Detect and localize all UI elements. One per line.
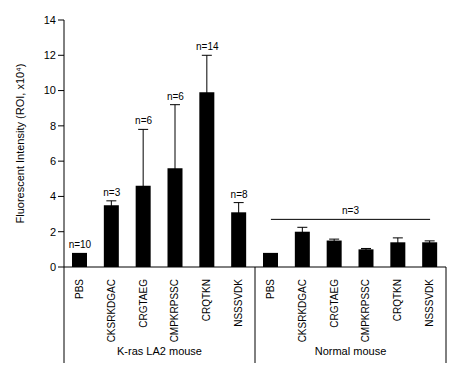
svg-text:K-ras LA2 mouse: K-ras LA2 mouse	[117, 345, 202, 357]
svg-text:CRQTKN: CRQTKN	[201, 279, 212, 321]
svg-text:n=14: n=14	[196, 41, 219, 52]
svg-text:10: 10	[44, 84, 56, 96]
svg-text:CRGTAEG: CRGTAEG	[329, 279, 340, 328]
svg-text:CMPKRPSSC: CMPKRPSSC	[169, 279, 180, 342]
svg-text:12: 12	[44, 49, 56, 61]
svg-text:14: 14	[44, 14, 56, 26]
svg-text:n=3: n=3	[103, 187, 120, 198]
svg-text:CMPKRPSSC: CMPKRPSSC	[360, 279, 371, 342]
svg-text:CKSRKDGAC: CKSRKDGAC	[297, 279, 308, 342]
svg-text:n=8: n=8	[231, 189, 248, 200]
svg-text:PBS: PBS	[74, 279, 85, 299]
svg-text:2: 2	[50, 226, 56, 238]
svg-text:NSSSVDK: NSSSVDK	[424, 279, 435, 327]
svg-text:8: 8	[50, 120, 56, 132]
svg-text:Normal mouse: Normal mouse	[315, 345, 387, 357]
svg-text:NSSSVDK: NSSSVDK	[233, 279, 244, 327]
svg-text:n=6: n=6	[167, 91, 184, 102]
svg-text:PBS: PBS	[265, 279, 276, 299]
svg-text:n=6: n=6	[135, 115, 152, 126]
svg-text:Fluorescent Intensity (ROI, x1: Fluorescent Intensity (ROI, x10⁴)	[14, 63, 26, 223]
svg-text:6: 6	[50, 155, 56, 167]
svg-text:CKSRKDGAC: CKSRKDGAC	[106, 279, 117, 342]
svg-text:n=3: n=3	[342, 205, 359, 216]
svg-text:0: 0	[50, 261, 56, 273]
svg-text:n=10: n=10	[69, 239, 92, 250]
svg-text:CRQTKN: CRQTKN	[392, 279, 403, 321]
svg-text:4: 4	[50, 190, 56, 202]
svg-text:CRGTAEG: CRGTAEG	[138, 279, 149, 328]
